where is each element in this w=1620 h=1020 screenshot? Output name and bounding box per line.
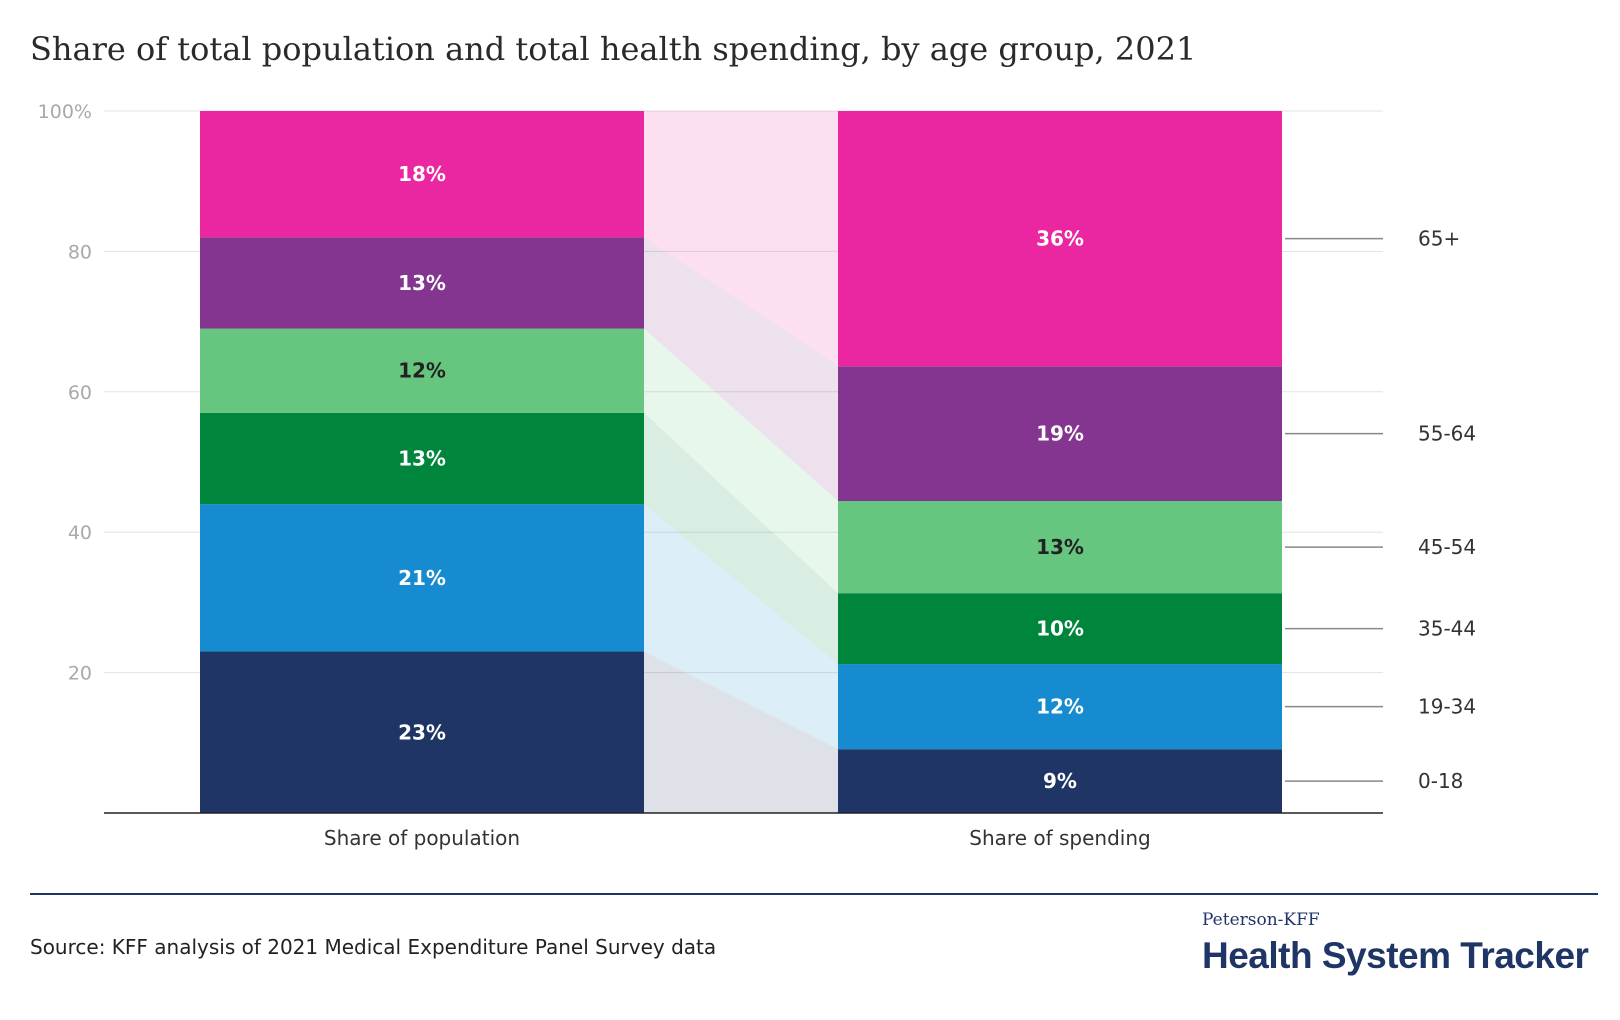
data-label: 9% xyxy=(1043,769,1077,793)
bar-segment-65+-population xyxy=(200,111,644,238)
legend-label-35-44: 35-44 xyxy=(1418,617,1476,641)
connector-19-34 xyxy=(644,504,838,750)
data-label: 13% xyxy=(1036,535,1084,559)
connector-45-54 xyxy=(644,328,838,594)
stacked-bar-chart: 20 40 60 80 100% 23% 9% 21% 12% 13% 10% 12% 13% 13% 1… xyxy=(38,101,1476,850)
bar-segment-0-18-population xyxy=(200,651,644,813)
bar-segment-19-34-spending xyxy=(838,664,1282,750)
legend-label-19-34: 19-34 xyxy=(1418,695,1476,719)
legend-label-65+: 65+ xyxy=(1418,227,1460,251)
bar-segment-55-64-population xyxy=(200,237,644,329)
connector-0-18 xyxy=(644,651,838,813)
connector-bands xyxy=(644,111,838,813)
data-label: 23% xyxy=(398,720,446,744)
y-axis-ticks: 20 40 60 80 100% xyxy=(38,101,92,685)
x-tick-label: Share of spending xyxy=(969,826,1150,850)
footer-divider xyxy=(30,893,1598,895)
legend: 0-18 19-34 35-44 45-54 55-64 65+ xyxy=(1285,227,1476,793)
data-label: 10% xyxy=(1036,617,1084,641)
brand-peterson-kff: Peterson-KFF xyxy=(1202,910,1320,930)
data-label: 12% xyxy=(1036,695,1084,719)
y-tick-label: 40 xyxy=(68,522,92,544)
bar-segment-35-44-spending xyxy=(838,593,1282,665)
source-note: Source: KFF analysis of 2021 Medical Exp… xyxy=(30,935,717,959)
bar-segment-0-18-spending xyxy=(838,749,1282,813)
bar-segment-45-54-spending xyxy=(838,501,1282,594)
data-label: 18% xyxy=(398,162,446,186)
bars xyxy=(200,111,1282,813)
legend-label-45-54: 45-54 xyxy=(1418,535,1476,559)
legend-label-0-18: 0-18 xyxy=(1418,769,1463,793)
bar-data-labels: 23% 9% 21% 12% 13% 10% 12% 13% 13% 19% 18% 36% xyxy=(398,162,1084,793)
legend-label-55-64: 55-64 xyxy=(1418,422,1476,446)
connector-35-44 xyxy=(644,412,838,665)
bar-segment-65+-spending xyxy=(838,111,1282,367)
connector-55-64 xyxy=(644,237,838,502)
connector-65+ xyxy=(644,111,838,367)
x-axis: Share of population Share of spending xyxy=(104,812,1383,850)
data-label: 13% xyxy=(398,271,446,295)
data-label: 21% xyxy=(398,566,446,590)
y-tick-label: 60 xyxy=(68,382,92,404)
bar-segment-19-34-population xyxy=(200,504,644,652)
y-tick-label: 100% xyxy=(38,101,92,123)
y-tick-label: 20 xyxy=(68,663,92,685)
bar-segment-35-44-population xyxy=(200,412,644,505)
data-label: 13% xyxy=(398,446,446,470)
data-label: 12% xyxy=(398,359,446,383)
chart-title: Share of total population and total heal… xyxy=(30,30,1197,68)
bar-segment-55-64-spending xyxy=(838,366,1282,501)
bar-segment-45-54-population xyxy=(200,328,644,413)
data-label: 36% xyxy=(1036,227,1084,251)
x-tick-label: Share of population xyxy=(324,826,520,850)
data-label: 19% xyxy=(1036,422,1084,446)
brand-health-system-tracker: Health System Tracker xyxy=(1202,935,1589,976)
y-tick-label: 80 xyxy=(68,241,92,263)
